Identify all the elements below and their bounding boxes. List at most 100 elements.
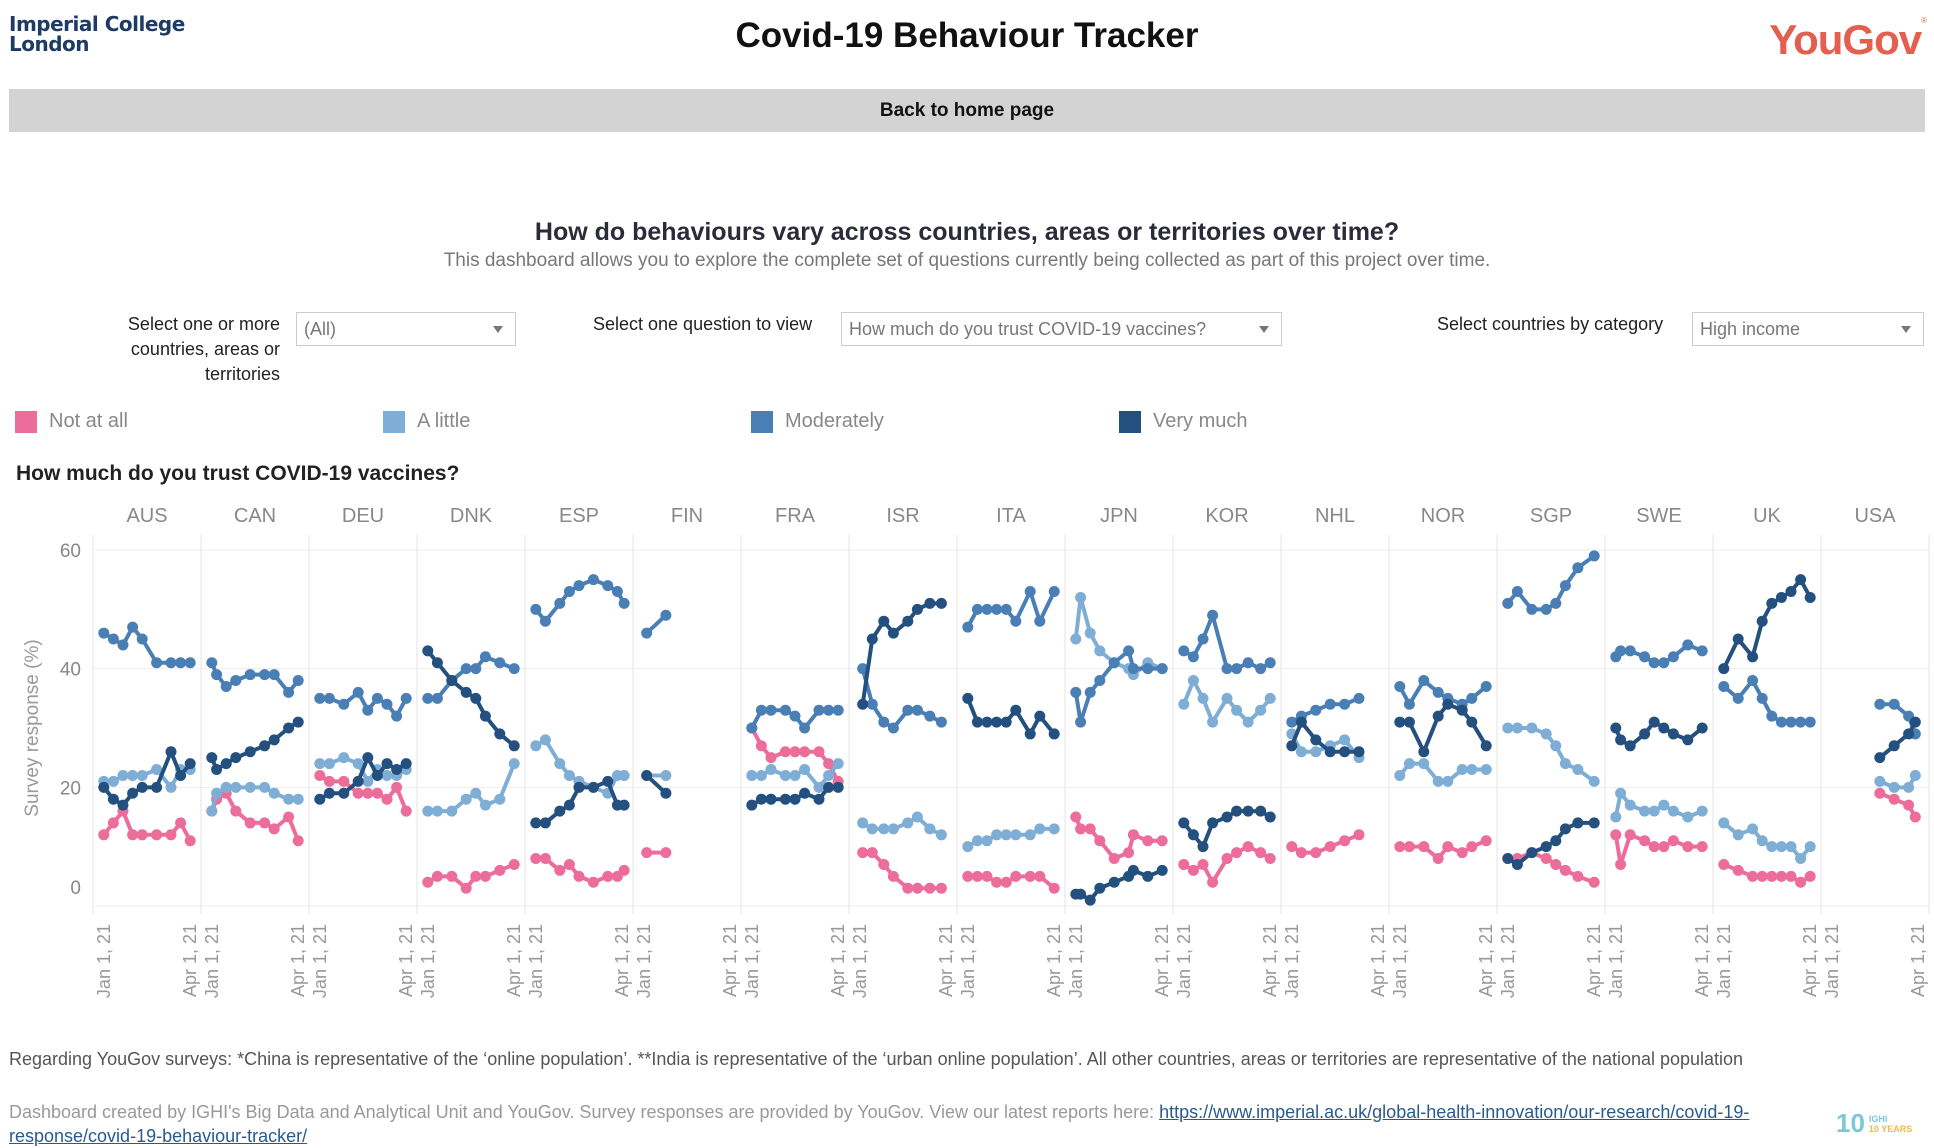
data-point (1903, 728, 1915, 740)
data-point (813, 793, 825, 805)
x-tick-label: Jan 1, 21 (418, 924, 438, 998)
data-point (746, 722, 758, 734)
reports-link[interactable]: https://www.imperial.ac.uk/global-health… (9, 1102, 1750, 1146)
data-point (611, 586, 623, 598)
data-point (98, 627, 110, 639)
data-point (381, 769, 393, 781)
data-point (1667, 651, 1679, 663)
legend-swatch (383, 410, 405, 433)
legend-item-a-little[interactable]: A little (383, 410, 470, 433)
data-point (1187, 675, 1199, 687)
data-point (1048, 823, 1060, 835)
data-point (1048, 728, 1060, 740)
data-point (151, 829, 163, 841)
data-point (136, 781, 148, 793)
legend-item-not-at-all[interactable]: Not at all (15, 410, 128, 433)
back-to-home-button[interactable]: Back to home page (9, 89, 1925, 132)
data-point (641, 627, 653, 639)
data-point (799, 746, 811, 758)
data-point (1187, 651, 1199, 663)
panel-country-label: USA (1854, 505, 1896, 527)
data-point (338, 775, 350, 787)
data-point (323, 692, 335, 704)
data-point (431, 805, 443, 817)
legend-swatch (751, 410, 773, 433)
data-point (371, 692, 383, 704)
data-point (1442, 698, 1454, 710)
x-tick-label: Apr 1, 21 (1908, 924, 1928, 997)
data-point (220, 781, 232, 793)
x-tick-label: Jan 1, 21 (1066, 924, 1086, 998)
data-point (1324, 698, 1336, 710)
data-point (323, 787, 335, 799)
data-point (1615, 734, 1627, 746)
data-point (1572, 817, 1584, 829)
data-point (1909, 811, 1921, 823)
data-point (422, 805, 434, 817)
series-line-very-much (1722, 577, 1812, 670)
data-point (1353, 829, 1365, 841)
data-point (823, 769, 835, 781)
data-point (1747, 651, 1759, 663)
data-point (935, 597, 947, 609)
data-point (391, 781, 403, 793)
data-point (1572, 562, 1584, 574)
data-point (1024, 870, 1036, 882)
data-point (283, 722, 295, 734)
data-point (1295, 716, 1307, 728)
data-point (1178, 817, 1190, 829)
data-point (1466, 716, 1478, 728)
data-point (1108, 853, 1120, 865)
data-point (1648, 716, 1660, 728)
legend-item-moderately[interactable]: Moderately (751, 410, 884, 433)
badge-text: IGHI 10 YEARS (1869, 1114, 1912, 1134)
data-point (1874, 787, 1886, 799)
data-point (1123, 645, 1135, 657)
data-point (259, 781, 271, 793)
data-point (1588, 817, 1600, 829)
countries-dropdown[interactable]: (All) (296, 312, 516, 346)
data-point (1874, 752, 1886, 764)
x-tick-label: Jan 1, 21 (1498, 924, 1518, 998)
data-point (1394, 716, 1406, 728)
data-point (470, 787, 482, 799)
data-point (431, 692, 443, 704)
x-tick-label: Jan 1, 21 (634, 924, 654, 998)
data-point (422, 645, 434, 657)
data-point (660, 769, 672, 781)
data-point (1442, 841, 1454, 853)
data-point (587, 781, 599, 793)
data-point (1000, 876, 1012, 888)
data-point (391, 764, 403, 776)
ighi-10-years-badge: 10 IGHI 10 YEARS (1836, 1108, 1912, 1139)
category-dropdown[interactable]: High income (1692, 312, 1924, 346)
x-tick-label: Jan 1, 21 (1606, 924, 1626, 998)
data-point (446, 805, 458, 817)
data-point (887, 722, 899, 734)
data-point (1667, 835, 1679, 847)
data-point (1142, 870, 1154, 882)
panel-country-label: ITA (996, 505, 1026, 527)
series-line-moderately (102, 625, 191, 665)
data-point (1804, 841, 1816, 853)
data-point (400, 805, 412, 817)
data-point (1231, 663, 1243, 675)
data-point (755, 740, 767, 752)
data-point (1242, 841, 1254, 853)
data-point (1324, 841, 1336, 853)
data-point (1696, 841, 1708, 853)
legend-item-very-much[interactable]: Very much (1119, 410, 1247, 433)
data-point (165, 657, 177, 669)
data-point (1156, 835, 1168, 847)
data-point (323, 758, 335, 770)
data-point (1231, 704, 1243, 716)
data-point (563, 858, 575, 870)
question-dropdown[interactable]: How much do you trust COVID-19 vaccines? (841, 312, 1282, 346)
data-point (184, 835, 196, 847)
data-point (924, 597, 936, 609)
data-point (479, 870, 491, 882)
data-point (857, 817, 869, 829)
data-point (470, 663, 482, 675)
data-point (1747, 870, 1759, 882)
data-point (1432, 710, 1444, 722)
